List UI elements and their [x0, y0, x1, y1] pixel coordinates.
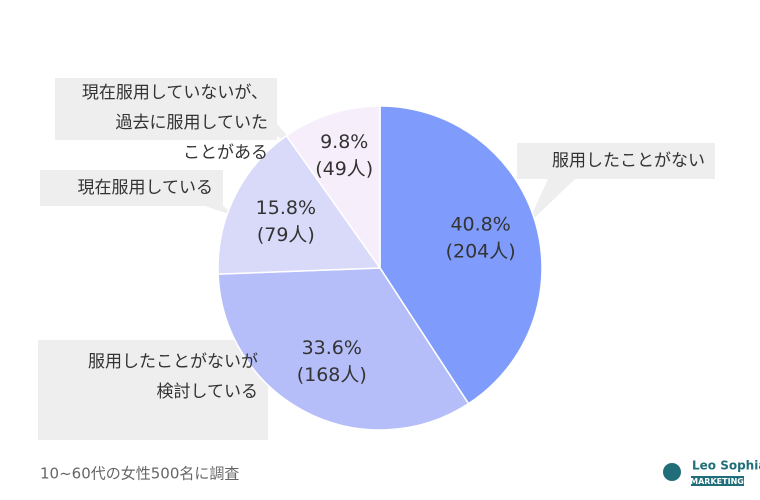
logo-band	[691, 476, 744, 486]
logo-icon	[663, 463, 681, 481]
label-box	[517, 143, 715, 179]
slice	[217, 267, 470, 431]
value-label: 9.8%	[320, 131, 368, 153]
category-label: 現在服用していないが、過去に服用していたことがある	[82, 83, 268, 163]
value-label: 15.8%	[256, 197, 316, 219]
value-label: 40.8%	[450, 214, 510, 236]
logo-name: Leo Sophia	[692, 459, 760, 473]
note: 10~60代の女性500名に調査	[40, 465, 239, 483]
count-label: (79人)	[257, 224, 315, 246]
category-label: 服用したことがない	[552, 151, 705, 171]
label-box	[40, 170, 223, 206]
slice	[285, 105, 381, 271]
count-label: (204人)	[446, 241, 516, 263]
labels: 40.8% (204人) 33.6% (168人) 15.8% (79人) 9.8% (49人…	[78, 83, 706, 402]
count-label: (168人)	[297, 364, 367, 386]
category-label: 服用したことがないが検討している	[88, 352, 258, 402]
slice	[217, 134, 382, 275]
pie	[217, 105, 543, 431]
value-label: 33.6%	[302, 337, 362, 359]
logo-tagline: MARKETING	[690, 477, 744, 486]
logo: Leo Sophia MARKETING	[663, 459, 760, 486]
label-box	[38, 340, 268, 440]
label-boxes	[38, 78, 715, 440]
pointer	[527, 179, 575, 225]
count-label: (49人)	[315, 158, 373, 180]
label-box	[55, 78, 277, 140]
category-label: 現在服用している	[78, 178, 214, 198]
